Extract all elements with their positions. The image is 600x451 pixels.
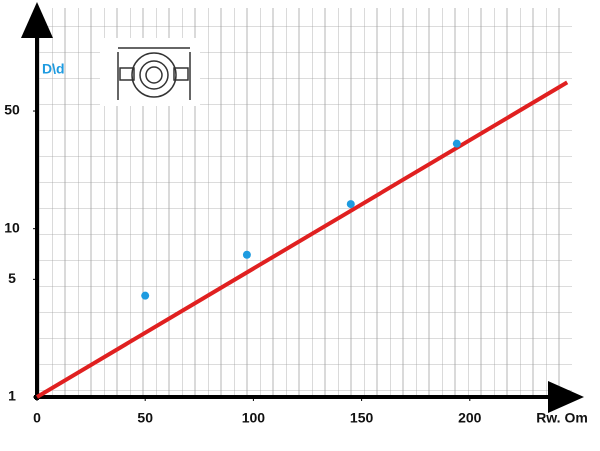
x-axis-label: Rw. Om: [536, 410, 588, 426]
data-point: [141, 291, 150, 300]
inset-icon: [100, 38, 200, 106]
data-point: [452, 139, 461, 148]
data-point: [242, 250, 251, 259]
y-tick-label: 5: [8, 270, 16, 286]
y-tick-label: 10: [4, 219, 20, 235]
y-axis-label: D\d: [42, 61, 65, 77]
y-tick-label: 1: [8, 388, 16, 404]
data-point: [346, 200, 355, 209]
y-tick-label: 50: [4, 102, 20, 118]
x-tick-label: 0: [33, 410, 41, 426]
x-tick-label: 100: [242, 410, 266, 426]
x-tick-label: 150: [350, 410, 374, 426]
fit-line: [35, 80, 569, 399]
x-tick-label: 200: [458, 410, 482, 426]
x-tick-label: 50: [137, 410, 153, 426]
